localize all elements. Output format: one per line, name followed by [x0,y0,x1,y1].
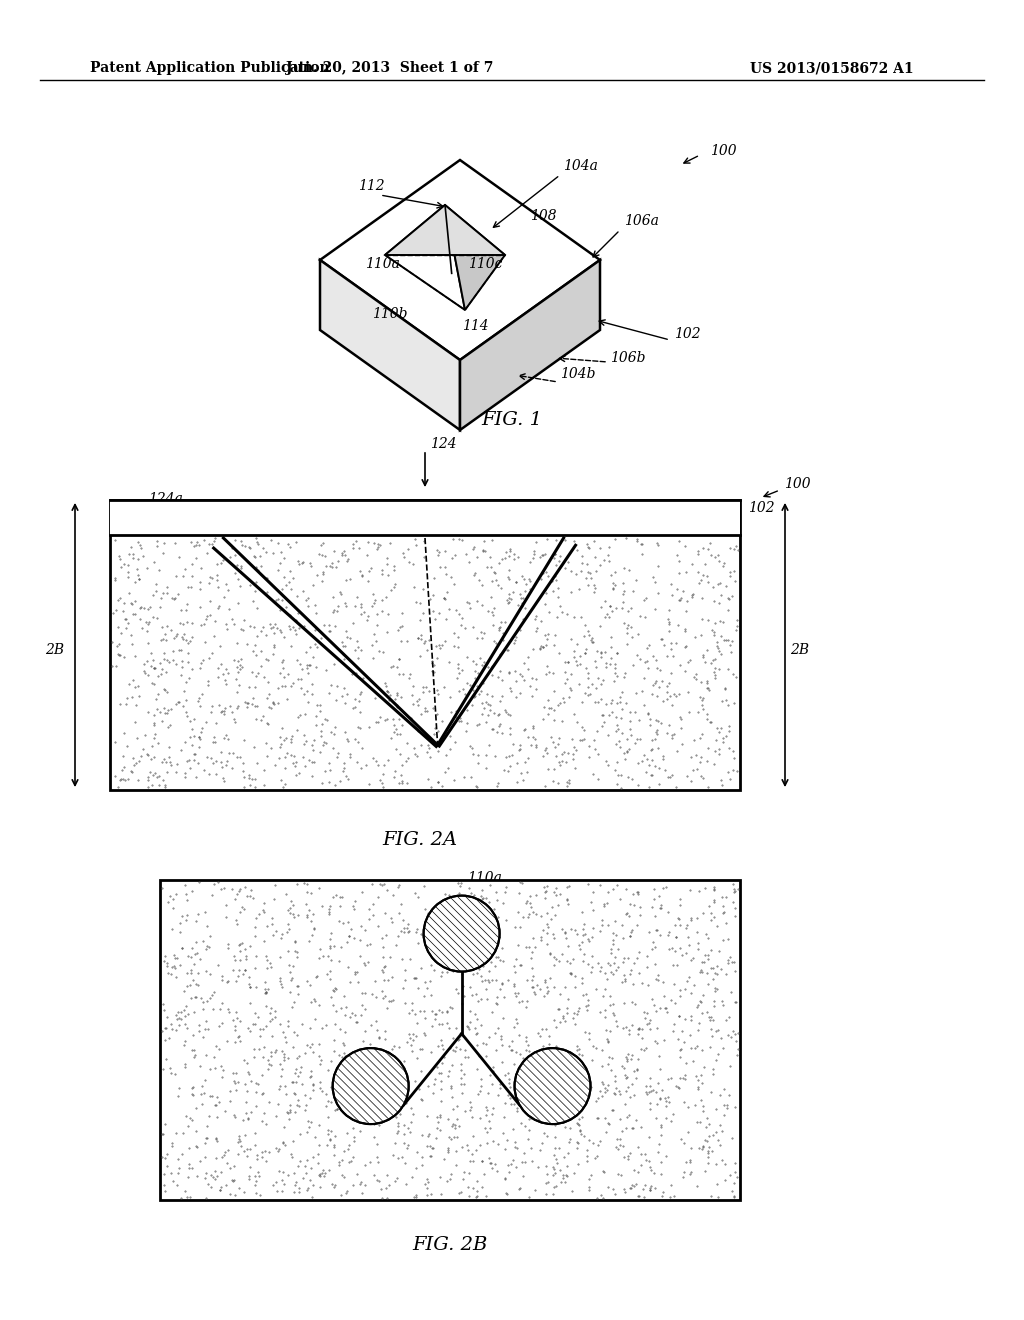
Text: 110b: 110b [596,1065,631,1078]
Text: 110b: 110b [582,664,617,678]
Text: 104b: 104b [560,367,596,381]
Text: 124a: 124a [148,492,183,506]
Text: FIG. 2B: FIG. 2B [413,1236,487,1254]
Text: 112: 112 [358,180,385,193]
Text: 106a: 106a [624,214,658,228]
Text: 108: 108 [472,1003,499,1016]
Text: 104a: 104a [563,158,598,173]
Text: 114: 114 [462,319,488,333]
Polygon shape [385,205,505,255]
Bar [160,880,740,1200]
Text: 110c: 110c [255,669,290,682]
Text: 126: 126 [560,614,587,628]
Text: 102: 102 [748,502,774,515]
Bar [110,500,740,535]
Text: 110b: 110b [372,308,408,321]
Polygon shape [460,260,600,430]
Text: 108: 108 [530,209,557,223]
Polygon shape [319,160,600,360]
Text: 110c: 110c [278,1104,312,1117]
Text: 110a: 110a [220,504,255,517]
Polygon shape [445,205,505,310]
Circle shape [514,1048,591,1125]
Text: FIG. 2A: FIG. 2A [382,832,458,849]
Text: 106a: 106a [668,535,702,548]
Text: 104a: 104a [590,708,625,721]
Polygon shape [319,260,460,430]
Text: 100: 100 [784,477,811,491]
Text: 2B: 2B [791,643,810,657]
Text: FIG. 1: FIG. 1 [481,411,543,429]
Circle shape [333,1048,409,1125]
Text: 120: 120 [175,888,202,903]
Text: 114: 114 [472,1027,499,1041]
Text: US 2013/0158672 A1: US 2013/0158672 A1 [750,61,913,75]
Bar [110,500,740,789]
Text: 110c: 110c [468,257,503,271]
Text: 108: 108 [490,709,517,723]
Circle shape [424,895,500,972]
Text: Patent Application Publication: Patent Application Publication [90,61,330,75]
Text: 110a: 110a [365,257,400,271]
Text: 112: 112 [450,748,476,763]
Text: 120: 120 [155,609,181,623]
Text: 102: 102 [674,327,700,341]
Text: 122: 122 [668,549,694,564]
Text: 106b: 106b [590,499,626,513]
Text: 110a: 110a [467,871,502,884]
Text: 2B: 2B [45,643,65,657]
Text: 100: 100 [710,144,736,158]
Text: 106b: 106b [610,351,645,366]
Polygon shape [385,205,465,310]
Text: Jun. 20, 2013  Sheet 1 of 7: Jun. 20, 2013 Sheet 1 of 7 [287,61,494,75]
Text: 114: 114 [490,502,517,515]
Text: 124: 124 [430,437,457,451]
